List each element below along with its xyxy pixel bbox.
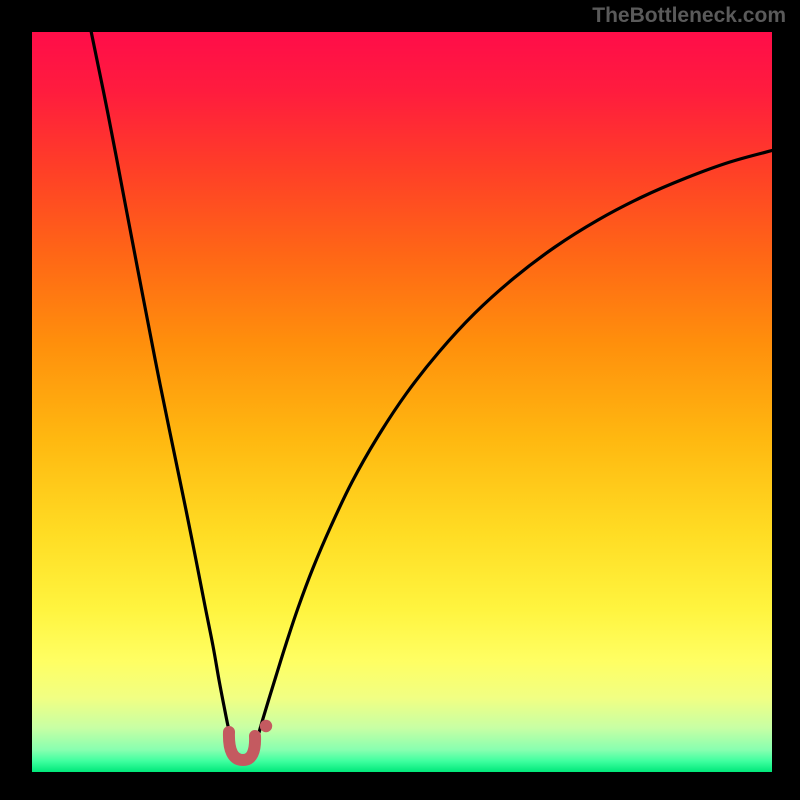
watermark-text: TheBottleneck.com [592, 4, 786, 28]
hook-dot [260, 720, 272, 732]
left-curve [90, 32, 233, 746]
bottleneck-chart [32, 32, 772, 772]
right-curve [255, 150, 772, 746]
hook-mark [229, 732, 255, 760]
curve-overlay [32, 32, 772, 772]
